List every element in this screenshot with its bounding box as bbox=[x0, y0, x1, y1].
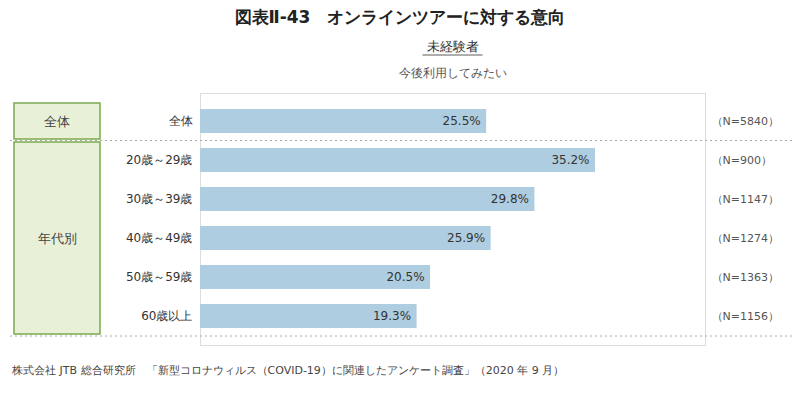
svg-text:40歳～49歳: 40歳～49歳 bbox=[126, 231, 193, 245]
svg-text:（N=900）: （N=900） bbox=[712, 154, 772, 167]
svg-text:29.8%: 29.8% bbox=[491, 192, 529, 206]
svg-text:19.3%: 19.3% bbox=[373, 309, 411, 323]
svg-text:（N=1147）: （N=1147） bbox=[712, 193, 779, 206]
svg-text:30歳～39歳: 30歳～39歳 bbox=[126, 192, 193, 206]
svg-text:60歳以上: 60歳以上 bbox=[141, 309, 192, 323]
svg-text:（N=1274）: （N=1274） bbox=[712, 232, 779, 245]
svg-text:35.2%: 35.2% bbox=[551, 153, 589, 167]
svg-text:未経験者: 未経験者 bbox=[427, 39, 479, 54]
svg-text:20.5%: 20.5% bbox=[386, 270, 424, 284]
svg-text:今後利用してみたい: 今後利用してみたい bbox=[399, 66, 507, 80]
svg-text:（N=1363）: （N=1363） bbox=[712, 271, 779, 284]
svg-text:全体: 全体 bbox=[44, 114, 70, 129]
svg-text:（N=5840）: （N=5840） bbox=[712, 115, 779, 128]
svg-text:25.9%: 25.9% bbox=[447, 231, 485, 245]
svg-text:50歳～59歳: 50歳～59歳 bbox=[126, 270, 193, 284]
html-text:図表Ⅱ-43 オンラインツアーに対する意向: 図表Ⅱ-43 オンラインツアーに対する意向 bbox=[234, 7, 566, 27]
html-text:株式会社 JTB 総合研究所 「新型コロナウィルス（COVI: 株式会社 JTB 総合研究所 「新型コロナウィルス（COVID-19）に関連した… bbox=[12, 364, 565, 377]
svg-text:全体: 全体 bbox=[169, 114, 193, 128]
svg-text:20歳～29歳: 20歳～29歳 bbox=[126, 153, 193, 167]
svg-text:（N=1156）: （N=1156） bbox=[712, 310, 779, 323]
svg-text:年代別: 年代別 bbox=[38, 231, 77, 246]
svg-text:25.5%: 25.5% bbox=[443, 114, 481, 128]
